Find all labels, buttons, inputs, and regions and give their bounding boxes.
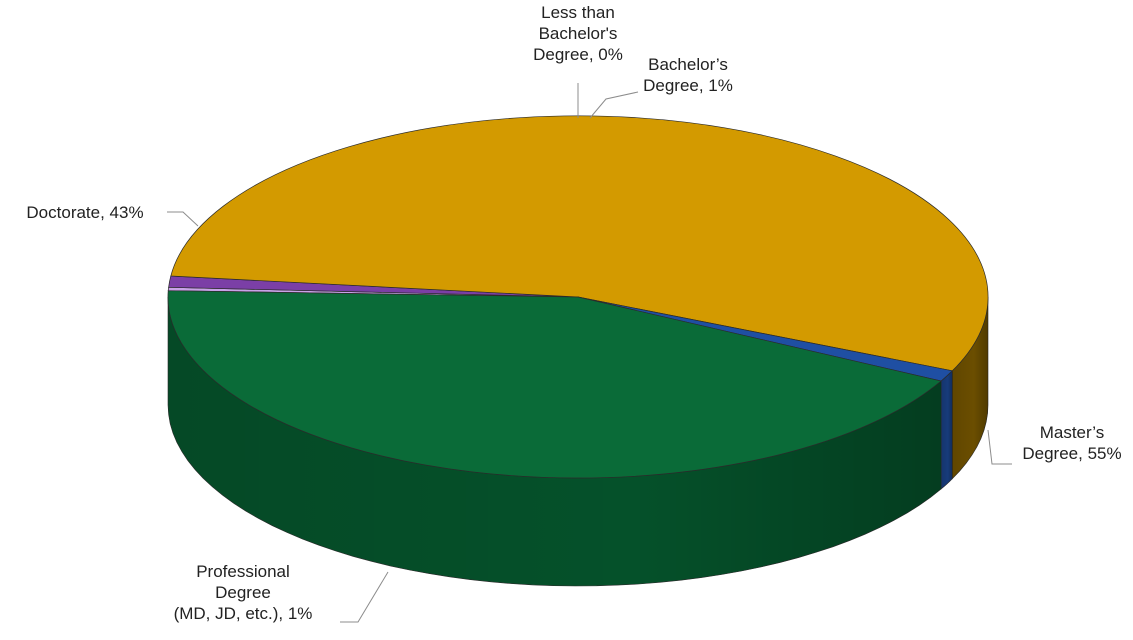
slice-side-doctorate-shade <box>168 297 942 586</box>
data-label-line: Doctorate, 43% <box>26 203 143 222</box>
slice-master-s-degree <box>170 115 989 372</box>
data-label-line: Degree <box>215 583 271 602</box>
data-labels: Less than Bachelor's Degree, 0% Bachelor’s D… <box>26 3 1121 623</box>
data-label-line: Degree, 55% <box>1022 444 1121 463</box>
leader-line-doctorate <box>167 211 199 227</box>
pie-slices <box>167 115 989 479</box>
data-label-line: Degree, 1% <box>643 76 733 95</box>
data-label-line: Bachelor’s <box>648 55 728 74</box>
leader-line-bachelor-s-degree <box>589 91 639 119</box>
leader-lines <box>167 83 1012 623</box>
data-label-line: (MD, JD, etc.), 1% <box>174 604 313 623</box>
data-label-less-than-bachelor-s-degree: Less than Bachelor's Degree, 0% <box>533 3 623 64</box>
slice-doctorate <box>167 290 942 479</box>
data-label-line: Bachelor's <box>539 24 618 43</box>
slice-side-professional-degree-md-jd-etc-shade <box>941 370 953 489</box>
data-label-line: Professional <box>196 562 290 581</box>
pie-sides <box>167 296 989 587</box>
leader-line-professional-degree-md-jd-etc <box>340 571 389 623</box>
data-label-line: Degree, 0% <box>533 45 623 64</box>
data-label-master-s-degree: Master’s Degree, 55% <box>1022 423 1121 463</box>
data-label-professional-degree-md-jd-etc: Professional Degree (MD, JD, etc.), 1% <box>174 562 313 623</box>
slice-side-master-s-degree-shade <box>952 297 988 479</box>
data-label-line: Master’s <box>1040 423 1105 442</box>
leader-line-master-s-degree <box>987 429 1012 465</box>
data-label-bachelor-s-degree: Bachelor’s Degree, 1% <box>643 55 733 95</box>
data-label-line: Less than <box>541 3 615 22</box>
data-label-doctorate: Doctorate, 43% <box>26 203 143 222</box>
